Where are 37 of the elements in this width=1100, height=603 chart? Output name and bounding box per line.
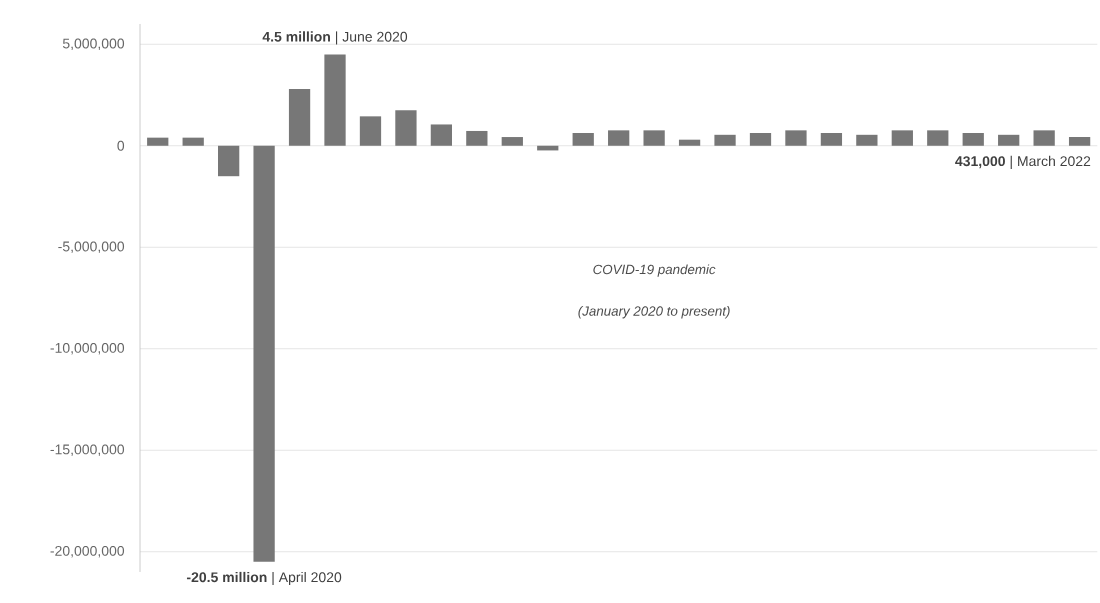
bar [288,88,311,146]
bar [147,137,169,146]
bar [395,110,417,146]
y-tick-label: -20,000,000 [50,545,125,558]
y-tick-label: -5,000,000 [58,241,125,254]
y-tick-label: 5,000,000 [62,38,125,51]
bar [678,139,701,146]
bar [1033,130,1055,146]
bar [501,137,523,146]
bar [253,145,275,562]
bar [891,130,913,146]
annotation: 431,000 | March 2022 [955,155,1091,169]
annotation: -20.5 million | April 2020 [186,571,342,585]
annotation: (January 2020 to present) [578,305,730,319]
bar [359,116,382,146]
bar [608,130,630,146]
bar [430,124,453,146]
y-tick-label: -10,000,000 [50,342,125,355]
annotation: 4.5 million | June 2020 [262,31,408,45]
bar [820,132,843,146]
bar [749,132,772,146]
bar [856,134,878,146]
bar [714,134,736,146]
bar [324,54,346,146]
annotation: COVID-19 pandemic [593,264,716,277]
bar [466,130,488,146]
bar [927,130,949,146]
bar [572,132,594,146]
y-tick-label: 0 [117,140,125,151]
bar [1068,137,1091,146]
bar [643,130,665,146]
bar [785,130,807,146]
bar [182,137,204,146]
y-tick-label: -15,000,000 [50,444,125,456]
bar [962,132,984,146]
bar [998,134,1020,146]
bar [218,145,240,177]
